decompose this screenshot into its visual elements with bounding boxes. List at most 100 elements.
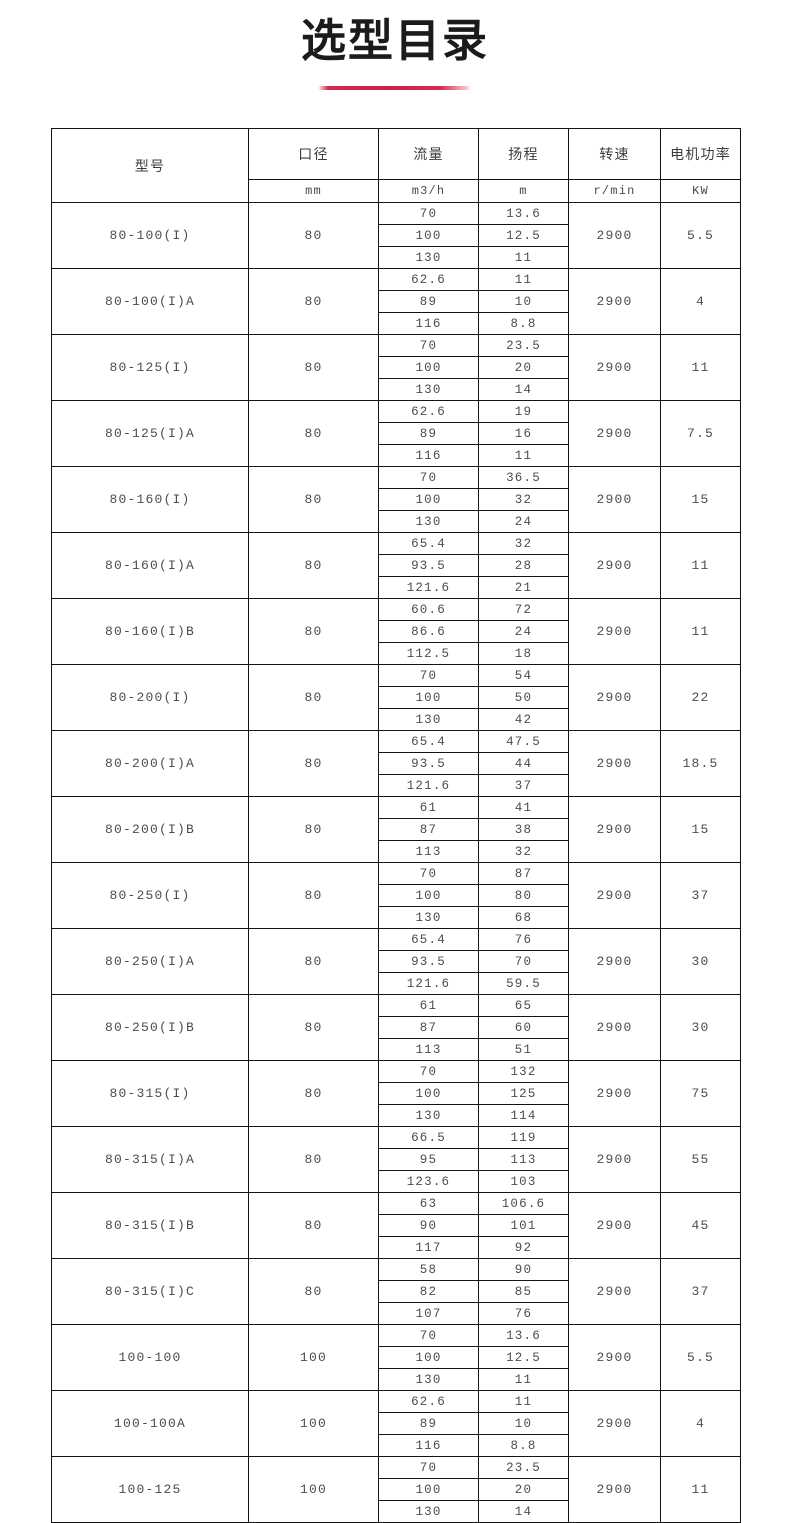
head-value: 16 xyxy=(478,422,569,445)
flow-value: 93.5 xyxy=(378,950,479,973)
head-value: 65 xyxy=(478,994,569,1017)
power-value: 30 xyxy=(660,994,741,1061)
head-value: 114 xyxy=(478,1104,569,1127)
flow-value: 130 xyxy=(378,378,479,401)
head-value: 23.5 xyxy=(478,334,569,357)
flow-value: 70 xyxy=(378,202,479,225)
head-value: 12.5 xyxy=(478,1346,569,1369)
flow-value: 70 xyxy=(378,466,479,489)
head-value: 106.6 xyxy=(478,1192,569,1215)
flow-value: 61 xyxy=(378,994,479,1017)
head-value: 20 xyxy=(478,356,569,379)
model: 80-100(I)A xyxy=(51,268,249,335)
head-value: 32 xyxy=(478,840,569,863)
column-unit-bore: mm xyxy=(248,179,379,203)
table-header: 型号 口径 流量 扬程 转速 电机功率 mm m3/h m r/min KW xyxy=(51,128,741,203)
head-value: 119 xyxy=(478,1126,569,1149)
bore: 80 xyxy=(248,1126,379,1193)
speed-value: 2900 xyxy=(568,796,661,863)
flow-value: 87 xyxy=(378,1016,479,1039)
title-block: 选型目录 xyxy=(0,0,790,90)
model: 100-100 xyxy=(51,1324,249,1391)
flow-value: 60.6 xyxy=(378,598,479,621)
table-row: 130 14 xyxy=(52,378,741,401)
flow-value: 70 xyxy=(378,862,479,885)
flow-value: 58 xyxy=(378,1258,479,1281)
table-row: 100 12.5 xyxy=(52,1346,741,1369)
model: 80-315(I)A xyxy=(51,1126,249,1193)
flow-value: 130 xyxy=(378,1104,479,1127)
flow-value: 100 xyxy=(378,884,479,907)
table-row: 80-100(I) 80 70 13.6 2900 5.5 xyxy=(51,202,741,269)
bore: 80 xyxy=(248,730,379,797)
table-row: 100-125 100 70 23.5 2900 11 xyxy=(51,1456,741,1523)
table-row: 80-200(I) 80 70 54 2900 22 xyxy=(51,664,741,731)
flow-value: 113 xyxy=(378,840,479,863)
header-row-names: 型号 口径 流量 扬程 转速 电机功率 xyxy=(51,128,741,203)
flow-value: 65.4 xyxy=(378,532,479,555)
bore: 80 xyxy=(248,268,379,335)
column-unit-speed: r/min xyxy=(568,179,661,203)
model: 80-315(I)C xyxy=(51,1258,249,1325)
power-value: 5.5 xyxy=(660,202,741,269)
model: 80-160(I) xyxy=(51,466,249,533)
head-value: 23.5 xyxy=(478,1456,569,1479)
head-value: 19 xyxy=(478,400,569,423)
table-row: 80-160(I)A 80 65.4 32 2900 11 xyxy=(51,532,741,599)
model: 80-125(I) xyxy=(51,334,249,401)
table-row: 87 60 xyxy=(52,1016,741,1039)
speed-value: 2900 xyxy=(568,1456,661,1523)
speed-value: 2900 xyxy=(568,334,661,401)
column-header-flow: 流量 xyxy=(378,128,479,180)
flow-value: 87 xyxy=(378,818,479,841)
bore: 80 xyxy=(248,664,379,731)
flow-value: 100 xyxy=(378,224,479,247)
model: 80-250(I)A xyxy=(51,928,249,995)
flow-value: 100 xyxy=(378,356,479,379)
bore: 80 xyxy=(248,532,379,599)
header-row-units: mm m3/h m r/min KW xyxy=(52,179,741,203)
head-value: 32 xyxy=(478,488,569,511)
table-row: 130 114 xyxy=(52,1104,741,1127)
head-value: 70 xyxy=(478,950,569,973)
head-value: 60 xyxy=(478,1016,569,1039)
head-value: 50 xyxy=(478,686,569,709)
speed-value: 2900 xyxy=(568,994,661,1061)
flow-value: 116 xyxy=(378,1434,479,1457)
table-row: 89 10 xyxy=(52,290,741,313)
head-value: 76 xyxy=(478,1302,569,1325)
speed-value: 2900 xyxy=(568,268,661,335)
table-row: 80-200(I)B 80 61 41 2900 15 xyxy=(51,796,741,863)
table-row: 121.6 59.5 xyxy=(52,972,741,995)
table-row: 121.6 21 xyxy=(52,576,741,599)
head-value: 87 xyxy=(478,862,569,885)
head-value: 11 xyxy=(478,1390,569,1413)
table-row: 113 32 xyxy=(52,840,741,863)
flow-value: 107 xyxy=(378,1302,479,1325)
head-value: 37 xyxy=(478,774,569,797)
head-value: 125 xyxy=(478,1082,569,1105)
head-value: 103 xyxy=(478,1170,569,1193)
table-row: 80-250(I)B 80 61 65 2900 30 xyxy=(51,994,741,1061)
model: 80-315(I) xyxy=(51,1060,249,1127)
head-value: 21 xyxy=(478,576,569,599)
power-value: 45 xyxy=(660,1192,741,1259)
column-unit-power: KW xyxy=(660,179,741,203)
flow-value: 62.6 xyxy=(378,1390,479,1413)
speed-value: 2900 xyxy=(568,1192,661,1259)
table-row: 95 113 xyxy=(52,1148,741,1171)
flow-value: 112.5 xyxy=(378,642,479,665)
bore: 80 xyxy=(248,994,379,1061)
table-row: 100 80 xyxy=(52,884,741,907)
bore: 80 xyxy=(248,334,379,401)
table-row: 80-100(I)A 80 62.6 11 2900 4 xyxy=(51,268,741,335)
head-value: 41 xyxy=(478,796,569,819)
power-value: 11 xyxy=(660,532,741,599)
power-value: 15 xyxy=(660,466,741,533)
head-value: 32 xyxy=(478,532,569,555)
table-row: 100-100A 100 62.6 11 2900 4 xyxy=(51,1390,741,1457)
head-value: 59.5 xyxy=(478,972,569,995)
head-value: 132 xyxy=(478,1060,569,1083)
flow-value: 93.5 xyxy=(378,554,479,577)
model: 100-100A xyxy=(51,1390,249,1457)
